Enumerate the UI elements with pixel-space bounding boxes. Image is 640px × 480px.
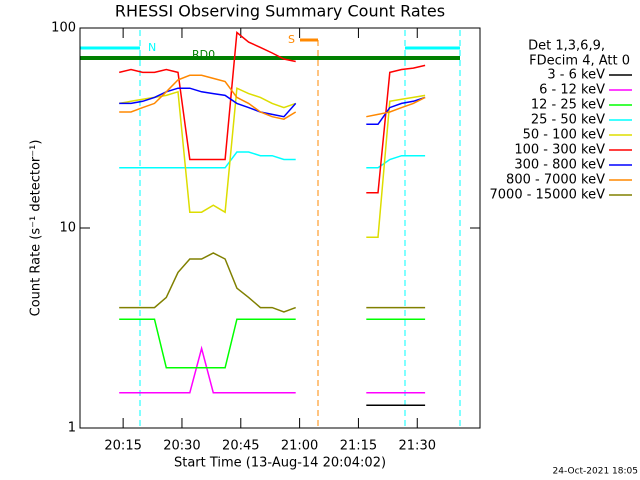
y-axis-label: Count Rate (s⁻¹ detector⁻¹) <box>29 140 44 317</box>
flag-label: RD0 <box>192 48 215 61</box>
chart-title: RHESSI Observing Summary Count Rates <box>115 2 445 21</box>
series-line <box>119 345 426 394</box>
x-tick-label: 21:30 <box>399 439 436 454</box>
y-tick-label: 100 <box>51 21 76 36</box>
legend-header: FDecim 4, Att 0 <box>529 54 630 69</box>
x-tick-label: 20:30 <box>163 439 200 454</box>
legend-label: 50 - 100 keV <box>523 128 606 143</box>
flags: N RD0 S <box>80 30 461 428</box>
legend-label: 6 - 12 keV <box>539 83 605 98</box>
legend-label: 12 - 25 keV <box>531 98 605 113</box>
legend-label: 3 - 6 keV <box>547 68 605 83</box>
y-tick-label: 10 <box>59 221 76 236</box>
series-line <box>119 87 426 238</box>
x-tick-label: 21:00 <box>281 439 318 454</box>
x-tick-label: 20:45 <box>222 439 259 454</box>
series-line <box>119 151 426 169</box>
legend-header: Det 1,3,6,9, <box>528 39 605 54</box>
series-line <box>119 318 426 369</box>
series-line <box>119 87 426 126</box>
legend-label: 300 - 800 keV <box>514 158 605 173</box>
legend-label: 25 - 50 keV <box>531 113 605 128</box>
legend-label: 7000 - 15000 keV <box>490 188 606 203</box>
legend-label: 800 - 7000 keV <box>506 173 605 188</box>
flag-label: N <box>148 41 156 54</box>
x-tick-label: 20:15 <box>104 439 141 454</box>
legend-label: 100 - 300 keV <box>514 143 605 158</box>
series-line <box>119 252 426 313</box>
series-line <box>119 74 426 120</box>
y-tick-label: 1 <box>68 421 76 436</box>
x-axis-label: Start Time (13-Aug-14 20:04:02) <box>174 456 386 471</box>
x-tick-label: 21:15 <box>340 439 377 454</box>
series-line <box>119 31 426 194</box>
footer: 24-Oct-2021 18:05 <box>553 467 638 477</box>
flag-label: S <box>288 33 295 46</box>
